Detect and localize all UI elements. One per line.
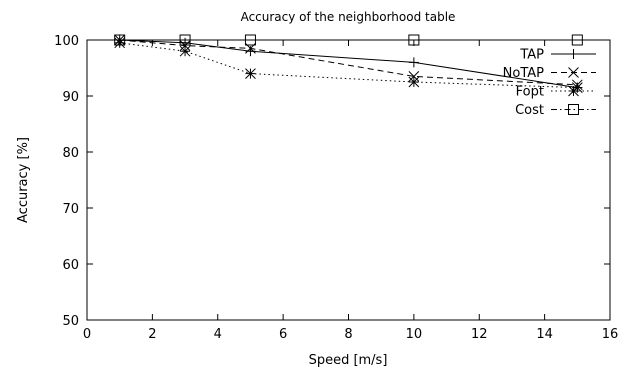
legend-label: Cost xyxy=(515,103,544,118)
x-tick-label: 4 xyxy=(214,327,222,342)
data-point-tap xyxy=(408,57,419,68)
legend-marker xyxy=(568,67,579,78)
data-point-fopt xyxy=(179,45,191,57)
x-tick-label: 6 xyxy=(279,327,287,342)
y-tick-label: 90 xyxy=(62,90,79,105)
data-point-cost xyxy=(114,34,126,46)
y-axis-label: Accuracy [%] xyxy=(16,137,31,223)
legend-marker xyxy=(568,85,579,97)
axis-ticks: 0 2 4 6 8 10 12 14 16 50 60 70 80 90 100 xyxy=(54,34,618,342)
y-tick-label: 70 xyxy=(62,202,79,217)
legend-label: Fopt xyxy=(516,85,544,100)
x-tick-label: 14 xyxy=(536,327,553,342)
legend: TAP NoTAP Fopt Cost xyxy=(503,48,596,118)
data-point-fopt xyxy=(408,76,420,88)
x-tick-label: 2 xyxy=(148,327,156,342)
y-tick-label: 100 xyxy=(54,34,79,49)
chart-title: Accuracy of the neighborhood table xyxy=(241,10,456,24)
data-point-cost xyxy=(179,34,191,46)
y-tick-label: 50 xyxy=(62,314,79,329)
legend-label: NoTAP xyxy=(503,66,545,81)
data-point-fopt xyxy=(245,68,256,79)
legend-marker xyxy=(568,49,579,59)
legend-marker xyxy=(568,104,579,115)
y-tick-label: 60 xyxy=(62,258,79,273)
data-point-notap xyxy=(179,40,191,51)
x-tick-label: 10 xyxy=(406,327,423,342)
data-point-cost xyxy=(408,34,420,46)
legend-label: TAP xyxy=(519,48,544,63)
data-point-notap xyxy=(408,71,420,82)
data-point-cost xyxy=(244,34,256,46)
x-axis-label: Speed [m/s] xyxy=(309,353,388,368)
data-point-cost xyxy=(571,34,583,46)
x-tick-label: 12 xyxy=(471,327,488,342)
x-tick-label: 0 xyxy=(83,327,91,342)
x-tick-label: 16 xyxy=(602,327,619,342)
y-tick-label: 80 xyxy=(62,146,79,161)
x-tick-label: 8 xyxy=(344,327,352,342)
data-point-fopt xyxy=(114,37,126,49)
